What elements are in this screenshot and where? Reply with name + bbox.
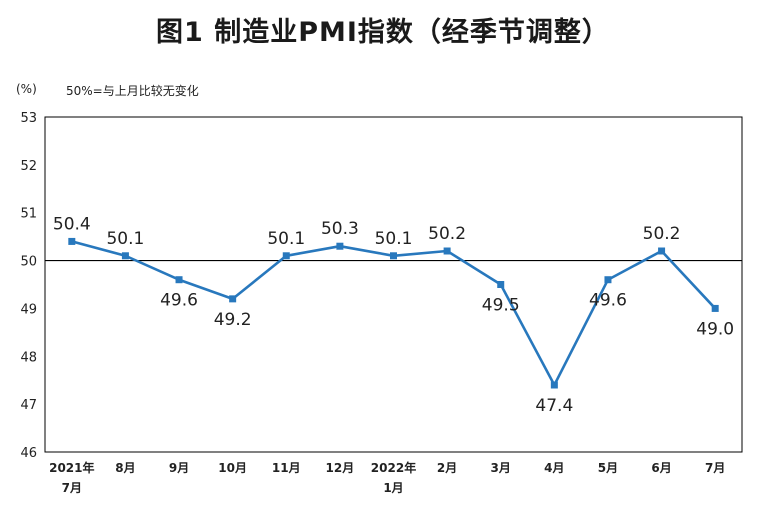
x-tick-label: 2月 — [437, 461, 457, 475]
data-point — [282, 252, 290, 260]
data-point — [121, 252, 129, 260]
data-point — [497, 281, 505, 288]
data-label: 50.4 — [53, 214, 91, 234]
x-tick-label: 10月 — [218, 461, 247, 475]
y-tick-label: 47 — [20, 398, 37, 413]
data-label: 50.1 — [106, 229, 144, 249]
data-label: 49.2 — [214, 310, 252, 330]
x-tick-label: 2021年 7月 — [49, 460, 94, 495]
y-tick-label: 53 — [20, 111, 37, 126]
data-point — [550, 381, 558, 389]
x-tick-label: 12月 — [326, 461, 355, 475]
data-point — [336, 242, 344, 250]
chart-title: 图1 制造业PMI指数（经季节调整） — [156, 17, 610, 48]
y-tick-label: 51 — [20, 207, 37, 222]
plot-area — [44, 116, 743, 453]
x-tick-label: 6月 — [651, 461, 671, 475]
data-label: 50.2 — [428, 224, 466, 244]
data-point — [229, 295, 237, 303]
data-label: 47.4 — [535, 396, 573, 416]
data-point — [390, 252, 397, 260]
data-label: 49.5 — [482, 296, 520, 316]
x-tick-label: 11月 — [272, 461, 301, 475]
data-point — [658, 247, 666, 255]
x-tick-label: 9月 — [169, 461, 189, 475]
y-tick-label: 46 — [20, 446, 37, 461]
reference-note: 50%=与上月比较无变化 — [66, 84, 199, 98]
data-label: 50.3 — [321, 219, 359, 239]
series-line — [71, 240, 717, 387]
data-label: 49.6 — [589, 291, 627, 311]
y-axis-unit: (%) — [16, 82, 37, 96]
data-point — [604, 276, 612, 284]
y-tick-label: 52 — [20, 159, 37, 174]
data-point — [711, 304, 719, 312]
data-label: 49.6 — [160, 291, 198, 311]
x-tick-label: 7月 — [705, 461, 725, 475]
data-label: 49.0 — [696, 319, 734, 339]
y-tick-label: 50 — [20, 255, 37, 270]
data-point — [443, 247, 451, 255]
x-tick-label: 4月 — [544, 461, 564, 475]
data-label: 50.1 — [267, 229, 305, 249]
y-tick-label: 49 — [20, 302, 37, 317]
data-label: 50.2 — [643, 224, 681, 244]
y-tick-label: 48 — [20, 350, 37, 365]
data-point — [175, 276, 183, 284]
data-point — [68, 237, 76, 245]
x-tick-label: 2022年 1月 — [371, 460, 416, 495]
x-tick-label: 8月 — [115, 461, 135, 475]
x-tick-label: 5月 — [598, 461, 618, 475]
x-tick-label: 3月 — [491, 461, 511, 475]
data-label: 50.1 — [375, 229, 413, 249]
